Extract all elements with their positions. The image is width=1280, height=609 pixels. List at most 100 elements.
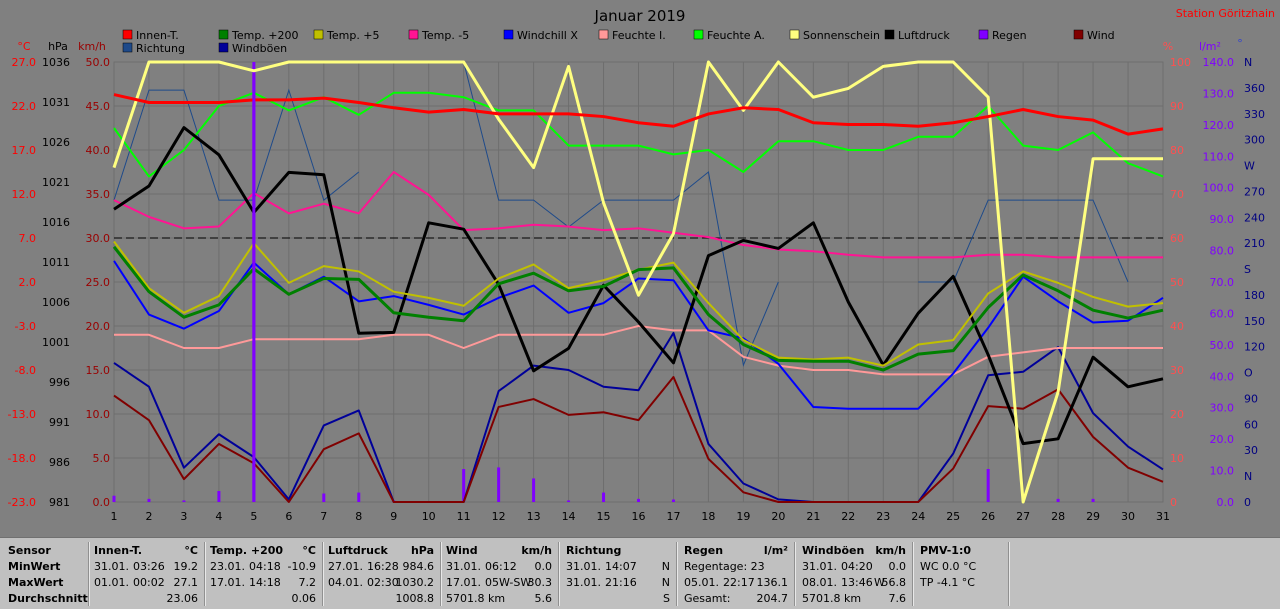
max-date: 08.01. <box>802 576 837 589</box>
stat-unit: °C <box>302 544 316 557</box>
x-tick-label: 30 <box>1121 510 1135 523</box>
legend-label: Regen <box>992 29 1027 42</box>
rain-bar <box>671 499 675 502</box>
direction-tick-label: 330 <box>1244 108 1265 121</box>
legend-label: Feuchte I. <box>612 29 666 42</box>
min-date: 31.01. <box>566 560 601 573</box>
direction-tick-label: 150 <box>1244 315 1265 328</box>
x-tick-label: 18 <box>701 510 715 523</box>
temp-tick-label: -18.0 <box>8 452 36 465</box>
stat-title: Temp. +200 <box>210 544 284 557</box>
wind-tick-label: 15.0 <box>86 364 111 377</box>
x-tick-label: 23 <box>876 510 890 523</box>
direction-axis-unit: ° <box>1237 37 1243 50</box>
max-time: 21:16 <box>605 576 637 589</box>
min-time: 16:28 <box>367 560 399 573</box>
rain-bar <box>532 478 536 502</box>
rain-tick-label: 10.0 <box>1210 465 1235 478</box>
avg-label: Gesamt: <box>684 592 731 605</box>
min-value: 0.0 <box>534 560 553 573</box>
humidity-tick-label: 100 <box>1170 56 1191 69</box>
max-time: 05W-SW <box>485 576 532 589</box>
legend-label: Wind <box>1087 29 1115 42</box>
rain-tick-label: 130.0 <box>1203 87 1235 100</box>
legend-label: Windchill X <box>517 29 578 42</box>
humidity-tick-label: 40 <box>1170 320 1184 333</box>
legend-label: Sonnenschein <box>803 29 880 42</box>
x-tick-label: 2 <box>145 510 152 523</box>
legend-label: Temp. +200 <box>231 29 299 42</box>
humidity-tick-label: 80 <box>1170 144 1184 157</box>
divider <box>912 542 914 606</box>
temp-tick-label: 17.0 <box>12 144 37 157</box>
wind-tick-label: 45.0 <box>86 100 111 113</box>
direction-tick-label: 120 <box>1244 341 1265 354</box>
x-tick-label: 8 <box>355 510 362 523</box>
stat-block-innen: Innen-T. °C 31.01. 03:26 19.2 01.01. 00:… <box>92 540 202 608</box>
humidity-tick-label: 50 <box>1170 276 1184 289</box>
min-value: 984.6 <box>402 560 435 573</box>
stat-block-richtung: Richtung 31.01. 14:07 N 31.01. 21:16 N S <box>562 540 674 608</box>
max-time: 14:18 <box>249 576 281 589</box>
max-direction: W <box>874 576 885 589</box>
stat-block-windboeen: Windböen km/h 31.01. 04:20 0.0 08.01. 13… <box>798 540 910 608</box>
stat-unit: hPa <box>410 544 434 557</box>
stat-title: PMV-1:0 <box>920 544 971 557</box>
wind-tick-label: 20.0 <box>86 320 111 333</box>
rain-bar <box>497 467 501 502</box>
series-line-temp-5 <box>113 171 1163 259</box>
temp-tick-label: 7.0 <box>19 232 37 245</box>
humidity-tick-label: 20 <box>1170 408 1184 421</box>
direction-tick-label: 0 <box>1244 496 1251 509</box>
legend-swatch <box>408 29 419 40</box>
rain-bar <box>637 498 640 502</box>
series-line-sonnenschein <box>112 60 1163 504</box>
pressure-tick-label: 1016 <box>42 216 70 229</box>
legend-swatch <box>693 29 704 40</box>
direction-tick-label: N <box>1244 470 1252 483</box>
series-line-richtung <box>113 88 360 201</box>
x-tick-label: 26 <box>981 510 995 523</box>
direction-tick-label: 360 <box>1244 82 1265 95</box>
humidity-tick-label: 10 <box>1170 452 1184 465</box>
temp-tick-label: 2.0 <box>19 276 37 289</box>
temp-tick-label: 12.0 <box>12 188 37 201</box>
divider <box>558 542 560 606</box>
x-tick-label: 10 <box>422 510 436 523</box>
direction-tick-label: O <box>1244 367 1253 380</box>
max-time: 13:46 <box>841 576 873 589</box>
rain-bar <box>322 493 326 502</box>
wind-axis-unit: km/h <box>78 40 106 53</box>
pressure-tick-label: 981 <box>49 496 70 509</box>
legend-swatch <box>1073 29 1084 40</box>
stat-title: Wind <box>446 544 478 557</box>
pressure-tick-label: 1036 <box>42 56 70 69</box>
pressure-tick-label: 996 <box>49 376 70 389</box>
series-line-innen-t- <box>113 93 1164 136</box>
rain-bar <box>567 500 571 502</box>
rain-tick-label: 0.0 <box>1217 496 1235 509</box>
dewpoint-value: TP -4.1 °C <box>920 576 975 589</box>
pressure-tick-label: 1031 <box>42 96 70 109</box>
legend-label: Temp. +5 <box>326 29 380 42</box>
direction-tick-label: 300 <box>1244 134 1265 147</box>
stat-title: Windböen <box>802 544 865 557</box>
x-tick-label: 22 <box>841 510 855 523</box>
rain-bar <box>986 469 990 502</box>
temp-tick-label: 22.0 <box>12 100 37 113</box>
wind-tick-label: 40.0 <box>86 144 111 157</box>
pressure-tick-label: 1021 <box>42 176 70 189</box>
avg-value: 204.7 <box>756 592 789 605</box>
direction-tick-label: S <box>1244 263 1251 276</box>
pressure-tick-label: 1001 <box>42 336 70 349</box>
x-tick-label: 28 <box>1051 510 1065 523</box>
legend-swatch <box>884 29 895 40</box>
max-value: 30.3 <box>527 576 553 589</box>
legend-swatch <box>122 42 133 53</box>
min-time: 03:26 <box>133 560 165 573</box>
windchill-value: WC 0.0 °C <box>920 560 977 573</box>
x-tick-label: 31 <box>1156 510 1170 523</box>
x-tick-label: 13 <box>527 510 541 523</box>
max-value: 1030.2 <box>395 576 435 589</box>
min-date: 31.01. <box>94 560 129 573</box>
